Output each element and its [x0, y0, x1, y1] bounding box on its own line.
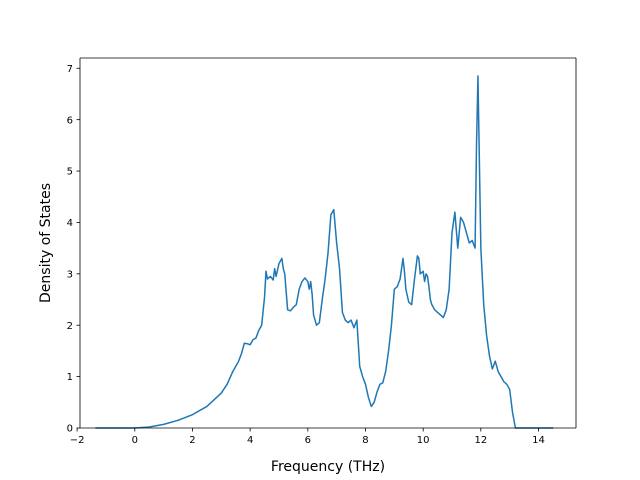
y-tick-label: 0 — [67, 424, 73, 435]
x-tick-label: 0 — [132, 435, 138, 446]
x-tick-label: 14 — [532, 435, 545, 446]
y-tick-label: 2 — [67, 321, 73, 332]
x-tick-label: 6 — [305, 435, 311, 446]
x-tick-label: 2 — [189, 435, 195, 446]
x-tick-label: −2 — [70, 435, 85, 446]
y-tick-label: 6 — [67, 115, 73, 126]
y-tick-label: 1 — [67, 372, 73, 383]
series-line-0 — [95, 75, 554, 429]
x-axis-label: Frequency (THz) — [271, 459, 385, 475]
x-tick-label: 8 — [362, 435, 368, 446]
plot-area — [80, 58, 576, 428]
x-ticks: −2 0 2 4 6 8 10 12 14 — [70, 428, 545, 446]
y-tick-label: 7 — [67, 64, 73, 75]
y-tick-label: 5 — [67, 167, 73, 178]
x-tick-label: 10 — [417, 435, 430, 446]
y-axis-label: Density of States — [38, 183, 54, 303]
x-tick-label: 12 — [474, 435, 487, 446]
y-ticks: 0 1 2 3 4 5 6 7 — [67, 64, 80, 435]
x-tick-label: 4 — [247, 435, 253, 446]
y-tick-label: 3 — [67, 269, 73, 280]
y-tick-label: 4 — [67, 218, 73, 229]
series-layer — [95, 75, 554, 429]
